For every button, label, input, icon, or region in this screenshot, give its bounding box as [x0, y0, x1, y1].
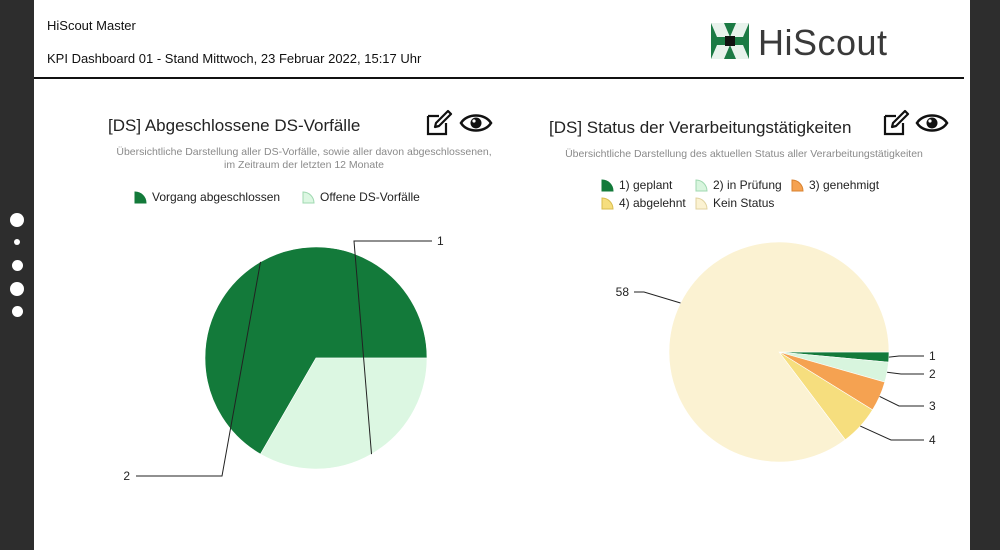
legend-item-geplant[interactable]: 1) geplant	[601, 178, 672, 192]
slice-leader-line	[879, 395, 924, 407]
pager-dot-5[interactable]	[11, 306, 23, 317]
legend-item-abgelehnt[interactable]: 4) abgelehnt	[601, 196, 686, 210]
legend-label: Kein Status	[713, 196, 775, 210]
app-title: HiScout Master	[47, 18, 136, 33]
slice-leader-line	[136, 261, 261, 477]
slice-value-label: 2	[929, 367, 936, 381]
pager-dot-4[interactable]	[10, 282, 24, 296]
legend-label: 2) in Prüfung	[713, 178, 782, 192]
chart-panel-ds-vorfaelle: [DS] Abgeschlossene DS-Vorfälle Übersich…	[64, 100, 494, 540]
legend-swatch-icon	[134, 190, 147, 203]
legend-item-genehmigt[interactable]: 3) genehmigt	[791, 178, 879, 192]
view-button[interactable]	[459, 108, 493, 138]
pie-chart-ds-vorfaelle: 21	[123, 234, 444, 483]
edit-icon	[426, 109, 453, 136]
legend-label: 1) geplant	[619, 178, 673, 192]
header-divider	[34, 77, 964, 79]
chart-subtitle-line-1: Übersichtliche Darstellung aller DS-Vorf…	[116, 146, 492, 158]
legend-swatch-icon	[695, 196, 708, 209]
legend-item-in-pruefung[interactable]: 2) in Prüfung	[695, 178, 782, 192]
pager-dot-1[interactable]	[10, 213, 24, 227]
legend-label: 3) genehmigt	[809, 178, 880, 192]
slice-leader-line	[887, 371, 924, 375]
edit-button[interactable]	[881, 108, 911, 138]
slice-value-label: 2	[123, 469, 130, 483]
slice-value-label: 4	[929, 433, 936, 447]
page-pager	[8, 213, 26, 317]
pie-chart-verarbeitung: 1 2 3 4 58	[616, 241, 936, 463]
slice-leader-line	[353, 240, 432, 455]
dashboard-page: HiScout Master KPI Dashboard 01 - Stand …	[34, 0, 970, 550]
slice-value-label: 1	[437, 234, 444, 248]
pager-dot-3[interactable]	[11, 260, 23, 271]
legend-label: Offene DS-Vorfälle	[320, 190, 420, 204]
legend-swatch-icon	[601, 196, 614, 209]
eye-icon	[915, 114, 949, 132]
legend-swatch-icon	[302, 190, 315, 203]
logo-mark-icon	[711, 23, 749, 59]
chart-subtitle-line-2: im Zeitraum der letzten 12 Monate	[224, 159, 384, 171]
legend-item-kein-status[interactable]: Kein Status	[695, 196, 774, 210]
legend-item-offen[interactable]: Offene DS-Vorfälle	[302, 190, 420, 204]
view-button[interactable]	[915, 108, 949, 138]
slice-leader-line	[888, 355, 924, 358]
slice-leader-line	[860, 425, 924, 441]
left-frame	[0, 0, 34, 550]
edit-button[interactable]	[424, 108, 454, 138]
chart-subtitle-line-1: Übersichtliche Darstellung des aktuellen…	[565, 148, 923, 160]
chart-title: [DS] Status der Verarbeitungstätigkeiten	[549, 118, 852, 137]
slice-leader-line	[634, 291, 681, 304]
legend-item-abgeschlossen[interactable]: Vorgang abgeschlossen	[134, 190, 280, 204]
pie-slice[interactable]	[668, 241, 890, 463]
dashboard-title: KPI Dashboard 01 - Stand Mittwoch, 23 Fe…	[47, 51, 422, 66]
hiscout-logo: HiScout	[710, 20, 920, 64]
chart-title: [DS] Abgeschlossene DS-Vorfälle	[108, 116, 361, 135]
legend-label: 4) abgelehnt	[619, 196, 686, 210]
slice-value-label: 1	[929, 349, 936, 363]
edit-icon	[883, 109, 910, 136]
right-frame	[970, 0, 1000, 550]
legend-label: Vorgang abgeschlossen	[152, 190, 281, 204]
legend-swatch-icon	[695, 178, 708, 191]
legend-swatch-icon	[601, 178, 614, 191]
slice-value-label: 58	[616, 285, 630, 299]
slice-value-label: 3	[929, 399, 936, 413]
legend-swatch-icon	[791, 178, 804, 191]
logo-text: HiScout	[758, 22, 888, 63]
chart-subtitle: Übersichtliche Darstellung aller DS-Vorf…	[64, 146, 544, 172]
chart-subtitle: Übersichtliche Darstellung des aktuellen…	[534, 148, 954, 161]
eye-icon	[459, 114, 493, 132]
chart-panel-verarbeitung: [DS] Status der Verarbeitungstätigkeiten…	[519, 100, 949, 540]
pager-dot-2[interactable]	[14, 239, 20, 245]
